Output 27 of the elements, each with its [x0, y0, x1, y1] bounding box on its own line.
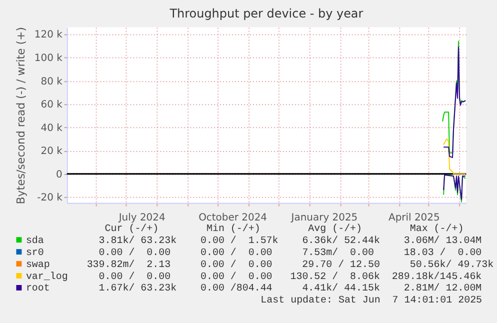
- text: Cur (-/+) Min (-/+) Avg (-/+) Max (-/+): [104, 222, 464, 234]
- text: 3.81k/ 63.23k 0.00 / 1.57k 6.36k/ 52.44k 3.06M/ 13.04M: [98, 234, 482, 246]
- y-tick-label: 80 k: [40, 76, 63, 88]
- text: 0.00 / 0.00 0.00 / 0.00 7.53m/ 0.00 18.03 / 0.00: [98, 246, 482, 258]
- y-tick-label: 0: [56, 169, 62, 180]
- line-series: [443, 138, 466, 174]
- y-tick-label: 100 k: [34, 53, 63, 64]
- x-tick-label: April 2025: [388, 212, 440, 224]
- y-tick-label: 60 k: [40, 100, 63, 111]
- y-tick-label: 20 k: [40, 146, 63, 158]
- y-axis-title: Bytes/second read (-) / write (+): [14, 26, 28, 204]
- text: 0.00 / 0.00 0.00 / 0.00 130.52 / 8.06k 289.18k/145.46k: [98, 270, 482, 282]
- y-tick-label: 40 k: [40, 122, 63, 134]
- text: 339.82m/ 2.13 0.00 / 0.00 29.70 / 12.50 50.56k/ 49.73k: [86, 258, 494, 270]
- legend-label: sr0: [26, 246, 44, 258]
- legend-label: sda: [26, 234, 44, 246]
- legend-label: root: [26, 282, 50, 294]
- chart-title: Throughput per device - by year: [168, 6, 364, 20]
- x-tick-label: July 2024: [118, 212, 166, 224]
- text: Last update: Sat Jun 7 14:01:01 2025: [260, 294, 482, 306]
- text: 1.67k/ 63.23k 0.00 /804.44 4.41k/ 44.15k 2.81M/ 12.00M: [98, 282, 482, 294]
- y-tick-label: 120 k: [34, 30, 63, 41]
- x-tick-label: October 2024: [198, 212, 268, 224]
- legend-label: swap: [26, 258, 50, 270]
- x-tick-label: January 2025: [290, 212, 358, 224]
- legend-label: var_log: [26, 270, 68, 282]
- y-tick-label: -20 k: [37, 192, 63, 204]
